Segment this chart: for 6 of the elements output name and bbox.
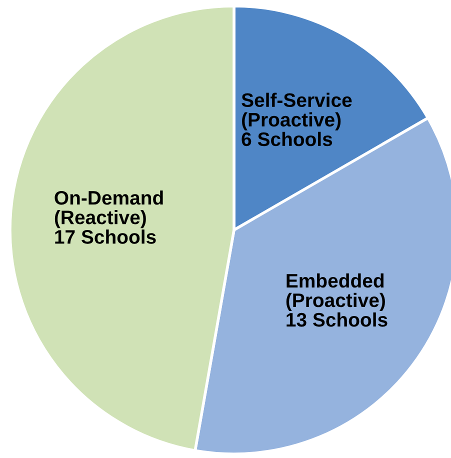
slice-label: On-Demand (Reactive): [54, 190, 163, 228]
slice-label: Embedded (Proactive): [286, 273, 385, 312]
data-label: 17 Schools: [55, 230, 156, 244]
data-label: 6 Schools: [242, 132, 332, 146]
slice-label: Self-Service (Proactive): [242, 92, 352, 130]
data-label: 13 Schools: [286, 312, 388, 327]
